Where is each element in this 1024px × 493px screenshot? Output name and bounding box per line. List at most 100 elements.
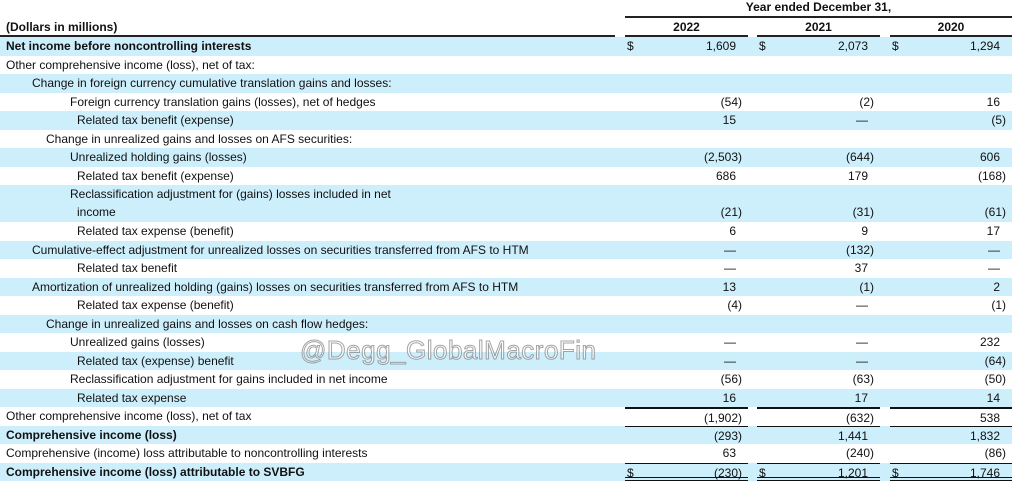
value: 179 <box>847 168 868 183</box>
value: (86) <box>984 446 1006 460</box>
units-label: (Dollars in millions) <box>0 20 615 37</box>
row-label: Comprehensive (income) loss attributable… <box>6 446 368 460</box>
value-cell-2020: (64) <box>890 352 1012 371</box>
value: (293) <box>713 428 742 443</box>
watermark: @Degg_GlobalMacroFin <box>300 335 597 366</box>
value-cell-2021: — <box>757 111 880 130</box>
table-row: Unrealized holding gains (losses) (2,503)… <box>0 148 1012 167</box>
value: 63 <box>722 446 736 460</box>
value-cell-2020: (50) <box>890 370 1012 389</box>
value-cell-2020: 16 <box>890 93 1012 112</box>
dollar-sign: $ <box>627 39 634 53</box>
table-row: Related tax benefit — 37 — <box>0 259 1012 278</box>
value-cell-2022 <box>625 74 748 93</box>
row-background <box>0 111 1012 130</box>
value-cell-2020: (61) <box>890 185 1012 222</box>
value: 538 <box>979 411 1000 425</box>
value-cell-2022: (56) <box>625 370 748 389</box>
value-cell-2021: (632) <box>757 407 880 426</box>
value-cell-2021: — <box>757 352 880 371</box>
value: — <box>724 335 736 349</box>
value: 1,609 <box>705 39 736 53</box>
value-cell-2022: — <box>625 352 748 371</box>
row-label: Unrealized gains (losses) <box>70 335 205 349</box>
row-label: Change in foreign currency cumulative tr… <box>32 76 392 90</box>
row-label: Related tax benefit (expense) <box>77 113 234 127</box>
value: 17 <box>986 224 1000 238</box>
value-cell-2020: (86) <box>890 444 1012 463</box>
table-row: Comprehensive (income) loss attributable… <box>0 444 1012 463</box>
value: (240) <box>845 446 874 460</box>
units-label-text: (Dollars in millions) <box>6 20 118 34</box>
row-label: Cumulative-effect adjustment for unreali… <box>32 242 529 257</box>
value-cell-2021: (31) <box>757 185 880 222</box>
value-cell-2021: (1) <box>757 278 880 297</box>
value: 17 <box>854 390 868 405</box>
table-row: Related tax expense (benefit) 6 9 17 <box>0 222 1012 241</box>
value: (31) <box>852 205 874 219</box>
row-label: Related tax expense (benefit) <box>77 298 234 312</box>
value: 2 <box>993 279 1000 294</box>
period-caption: Year ended December 31, <box>745 0 892 14</box>
value: (132) <box>845 242 874 257</box>
value: 1,201 <box>837 465 868 480</box>
year-header-2021: 2021 <box>757 20 880 37</box>
value-cell-2020: 232 <box>890 333 1012 352</box>
value-cell-2021: (63) <box>757 370 880 389</box>
dollar-sign: $ <box>759 465 766 480</box>
value-cell-2020: 538 <box>890 407 1012 426</box>
value: 606 <box>979 150 1000 164</box>
row-background <box>0 351 1012 370</box>
value-cell-2022 <box>625 315 748 334</box>
value: (54) <box>720 94 742 109</box>
value: (1) <box>991 298 1006 312</box>
row-label: Other comprehensive income (loss), net o… <box>6 57 255 72</box>
value: (61) <box>984 205 1006 219</box>
value-cell-2022: 13 <box>625 278 748 297</box>
value: (2) <box>859 94 874 109</box>
row-background <box>0 148 1012 167</box>
value-cell-2022: (293) <box>625 425 748 445</box>
value-cell-2022 <box>625 56 748 75</box>
value-cell-2021: $2,073 <box>757 37 880 56</box>
value-cell-2020 <box>890 130 1012 149</box>
row-label: Comprehensive income (loss) <box>6 427 177 442</box>
value: 9 <box>861 224 868 238</box>
table-row: Related tax expense (benefit) (4) — (1) <box>0 296 1012 315</box>
row-label: Other comprehensive income (loss), net o… <box>6 409 252 423</box>
value-cell-2022: (54) <box>625 93 748 112</box>
value: 2,073 <box>837 39 868 53</box>
row-label: Net income before noncontrolling interes… <box>6 39 252 53</box>
value-cell-2021: (132) <box>757 241 880 260</box>
value: — <box>988 261 1000 275</box>
value-cell-2020 <box>890 74 1012 93</box>
row-background <box>0 240 1012 259</box>
row-label: Change in unrealized gains and losses on… <box>46 316 369 331</box>
row-label-continued: income <box>77 205 116 219</box>
value: — <box>724 353 736 368</box>
row-background <box>0 74 1012 93</box>
value-cell-2021 <box>757 74 880 93</box>
value-cell-2022 <box>625 130 748 149</box>
table-row: Comprehensive income (loss) attributable… <box>0 462 1012 481</box>
value: (21) <box>720 205 742 219</box>
value-cell-2021: 1,441 <box>757 425 880 445</box>
value-cell-2022: $1,609 <box>625 37 748 56</box>
row-label: Comprehensive income (loss) attributable… <box>6 464 305 479</box>
value-cell-2021: — <box>757 333 880 352</box>
value: 13 <box>722 279 736 294</box>
value-cell-2020: (1) <box>890 296 1012 315</box>
row-background <box>0 388 1012 407</box>
value: — <box>856 298 868 312</box>
value: (4) <box>727 298 742 312</box>
value-cell-2020: 2 <box>890 278 1012 297</box>
value-cell-2022: (21) <box>625 185 748 222</box>
value: (64) <box>984 353 1006 368</box>
value: (56) <box>720 372 742 386</box>
value-cell-2021 <box>757 130 880 149</box>
value: (5) <box>991 113 1006 127</box>
value-cell-2022: — <box>625 333 748 352</box>
value-cell-2022: 6 <box>625 222 748 241</box>
table-row: Unrealized gains (losses) — — 232 <box>0 333 1012 352</box>
row-label: Related tax benefit (expense) <box>77 168 234 183</box>
